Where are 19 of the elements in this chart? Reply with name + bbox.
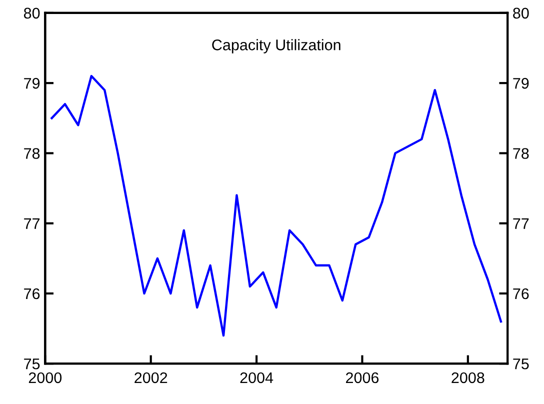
line-series [50, 74, 502, 337]
y-tick-label: 76 [24, 288, 40, 300]
x-tick-label: 2006 [346, 372, 379, 384]
y2-tick-label: 75 [513, 358, 529, 370]
x-tick-label: 2004 [240, 372, 274, 384]
x-tick-label: 2002 [134, 372, 168, 384]
y-tick-label: 77 [24, 218, 40, 229]
y2-tick-label: 79 [513, 78, 529, 89]
x-tick-label: 2000 [28, 372, 62, 384]
y-tick-label: 80 [24, 8, 40, 19]
y2-tick-label: 77 [513, 218, 529, 229]
text: Capacity Utilization [212, 39, 340, 54]
y2-tick-label: 80 [513, 8, 529, 19]
y2-tick-label: 78 [513, 148, 529, 159]
y2-tick-label: 76 [513, 288, 529, 300]
y-tick-label: 79 [24, 78, 40, 89]
y-tick-label: 75 [24, 358, 40, 370]
y-tick-label: 78 [24, 148, 40, 159]
x-tick-label: 2008 [452, 372, 484, 384]
